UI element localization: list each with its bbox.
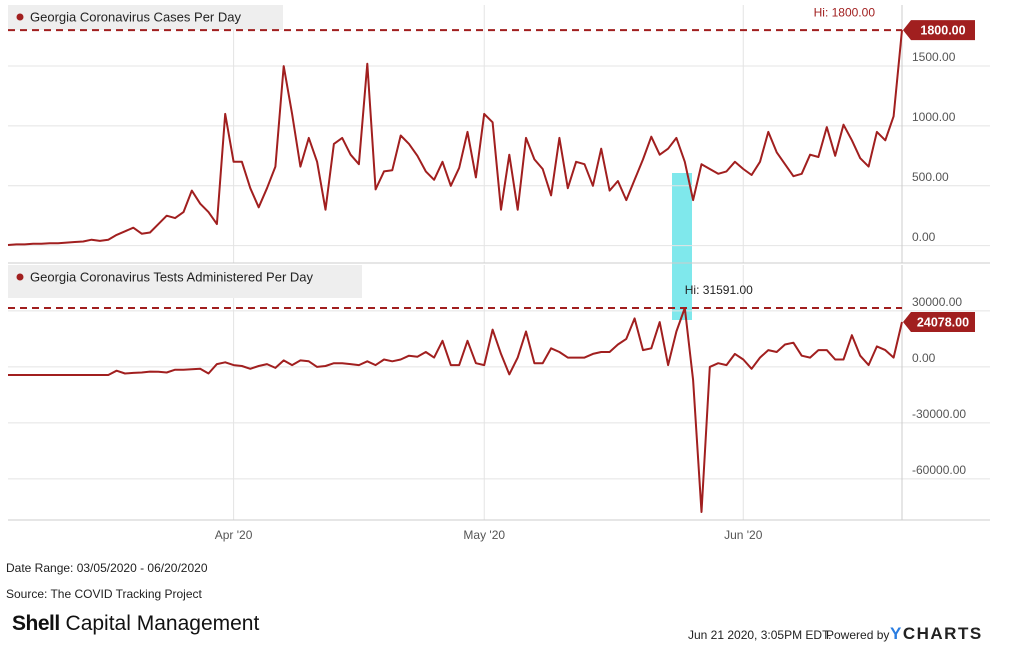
- y-tick-label: 500.00: [912, 170, 949, 184]
- y-tick-label: 1000.00: [912, 110, 956, 124]
- legend-label: Georgia Coronavirus Cases Per Day: [30, 9, 241, 24]
- brand-bold: Shell: [12, 612, 60, 635]
- y-tick-label: 1500.00: [912, 50, 956, 64]
- brand-name: Capital Management: [65, 612, 260, 635]
- legend-box: [8, 265, 362, 298]
- logo-wrap: YCHARTS: [890, 624, 983, 644]
- last-value-tag: [903, 311, 975, 332]
- legend-box: [8, 5, 283, 30]
- y-tick-label: -60000.00: [912, 463, 966, 477]
- x-tick-label: Apr '20: [215, 528, 253, 542]
- powered-by: Powered by: [826, 628, 890, 642]
- y-tick-label: -30000.00: [912, 407, 966, 421]
- series-line: [7, 30, 903, 246]
- x-tick-label: Jun '20: [724, 528, 763, 542]
- y-tick-label: 30000.00: [912, 295, 962, 309]
- timestamp: Jun 21 2020, 3:05PM EDT.: [688, 628, 832, 642]
- last-value-label: 1800.00: [920, 23, 965, 37]
- legend-label: Georgia Coronavirus Tests Administered P…: [30, 269, 313, 284]
- series-line: [8, 307, 903, 513]
- legend-dot: [16, 13, 24, 21]
- last-value-tag: [903, 20, 975, 41]
- last-value-label: 24078.00: [917, 315, 969, 329]
- hi-label: Hi: 1800.00: [814, 5, 876, 19]
- x-tick-label: May '20: [463, 528, 505, 542]
- hi-label: Hi: 31591.00: [685, 283, 753, 297]
- brand: Shell Capital Management: [12, 612, 259, 636]
- date-range: Date Range: 03/05/2020 - 06/20/2020: [6, 561, 208, 575]
- legend-dot: [16, 273, 24, 281]
- y-tick-label: 0.00: [912, 230, 936, 244]
- chart: 0.00 500.00 1000.00 1500.00 Georgia Coronavi…: [7, 5, 990, 542]
- hover-highlight: [672, 173, 692, 320]
- y-tick-label: 0.00: [912, 351, 936, 365]
- source: Source: The COVID Tracking Project: [6, 587, 202, 601]
- logo[interactable]: YCHARTS: [890, 624, 983, 643]
